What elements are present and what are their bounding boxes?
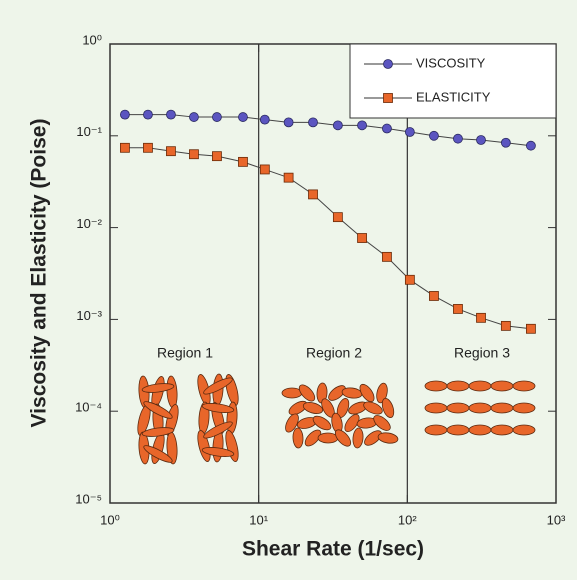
data-point [238, 156, 248, 167]
region-label: Region 3 [454, 345, 510, 361]
x-tick-label: 10² [398, 512, 417, 527]
data-point [382, 123, 392, 134]
y-axis-label: Viscosity and Elasticity (Poise) [28, 119, 51, 428]
legend-label: ELASTICITY [416, 89, 491, 104]
region1-particle [201, 447, 235, 457]
region2-particle [373, 415, 391, 431]
region1-particle [143, 445, 173, 463]
data-point [404, 274, 415, 285]
data-point [308, 117, 318, 128]
x-tick-label: 10¹ [249, 512, 268, 527]
legend-label: VISCOSITY [416, 55, 486, 70]
data-point [332, 212, 343, 223]
region3-particle [512, 402, 536, 414]
region2-particle [364, 430, 382, 446]
region3-particle [446, 424, 470, 436]
data-point [259, 114, 270, 125]
region3-particle [490, 424, 514, 436]
data-point [404, 127, 415, 137]
region1-particle [203, 421, 233, 439]
region1-particle [225, 430, 239, 462]
region1-particle [201, 403, 235, 413]
region2-particle [352, 427, 364, 449]
region3-particle [424, 402, 448, 414]
data-point [259, 164, 270, 175]
region3-particle [468, 380, 492, 392]
data-point [476, 135, 486, 145]
data-point [212, 112, 222, 122]
region2-particle [312, 415, 332, 431]
region2-particle [334, 429, 352, 447]
data-point [166, 146, 176, 157]
y-tick-label: 10⁻³ [76, 308, 102, 323]
data-point [189, 112, 199, 122]
region1-particle [141, 383, 175, 393]
region3-particle [512, 424, 536, 436]
x-tick-label: 10⁰ [100, 512, 120, 527]
region3-particle [446, 380, 470, 392]
data-point [526, 323, 536, 334]
data-point [357, 233, 367, 243]
region2-particle [302, 402, 324, 414]
region-label: Region 2 [306, 345, 362, 361]
region3-particle [490, 380, 514, 392]
legend-marker [383, 59, 393, 69]
region1-particle [141, 427, 175, 437]
x-tick-label: 10³ [547, 512, 566, 527]
data-point [429, 291, 439, 301]
region3-particle [468, 402, 492, 414]
plot-frame [109, 43, 557, 504]
region3-particle [512, 380, 536, 392]
region2-particle [376, 382, 388, 404]
region2-particle [381, 398, 395, 418]
data-point [526, 140, 536, 151]
y-tick-label: 10⁻⁴ [75, 400, 102, 415]
legend-box [349, 43, 557, 119]
data-point [476, 312, 486, 323]
region2-particle [359, 383, 375, 403]
data-point [332, 120, 343, 131]
data-point [166, 109, 176, 120]
data-point [143, 142, 153, 153]
region2-particle [328, 385, 346, 401]
data-point [500, 320, 511, 331]
region2-particle [363, 401, 383, 415]
data-point [212, 151, 222, 162]
data-point [238, 112, 248, 122]
region2-particle [377, 432, 399, 444]
region2-particle [344, 413, 360, 433]
data-point [382, 251, 392, 262]
y-tick-label: 10⁰ [82, 32, 102, 47]
region3-particle [424, 424, 448, 436]
y-tick-label: 10⁻¹ [76, 124, 102, 139]
data-point [429, 130, 439, 141]
region1-particle [143, 401, 173, 419]
region2-particle [292, 427, 304, 449]
region-label: Region 1 [157, 345, 213, 361]
data-point [453, 304, 463, 314]
data-point [283, 172, 294, 183]
data-point [120, 109, 130, 120]
region2-particle [285, 413, 299, 433]
data-point [143, 109, 153, 120]
data-point [120, 142, 130, 153]
y-tick-label: 10⁻⁵ [75, 491, 102, 506]
y-tick-label: 10⁻² [76, 216, 102, 231]
region2-particle [298, 384, 316, 402]
region3-particle [490, 402, 514, 414]
data-point [308, 189, 318, 200]
data-point [500, 137, 511, 148]
data-point [283, 117, 294, 128]
region3-particle [468, 424, 492, 436]
legend-marker [383, 93, 393, 103]
region1-particle [203, 377, 233, 395]
region3-particle [424, 380, 448, 392]
data-point [453, 133, 463, 144]
x-axis-label: Shear Rate (1/sec) [242, 538, 424, 561]
region2-particle [304, 429, 322, 447]
data-point [189, 149, 199, 160]
region3-particle [446, 402, 470, 414]
data-point [357, 120, 367, 131]
